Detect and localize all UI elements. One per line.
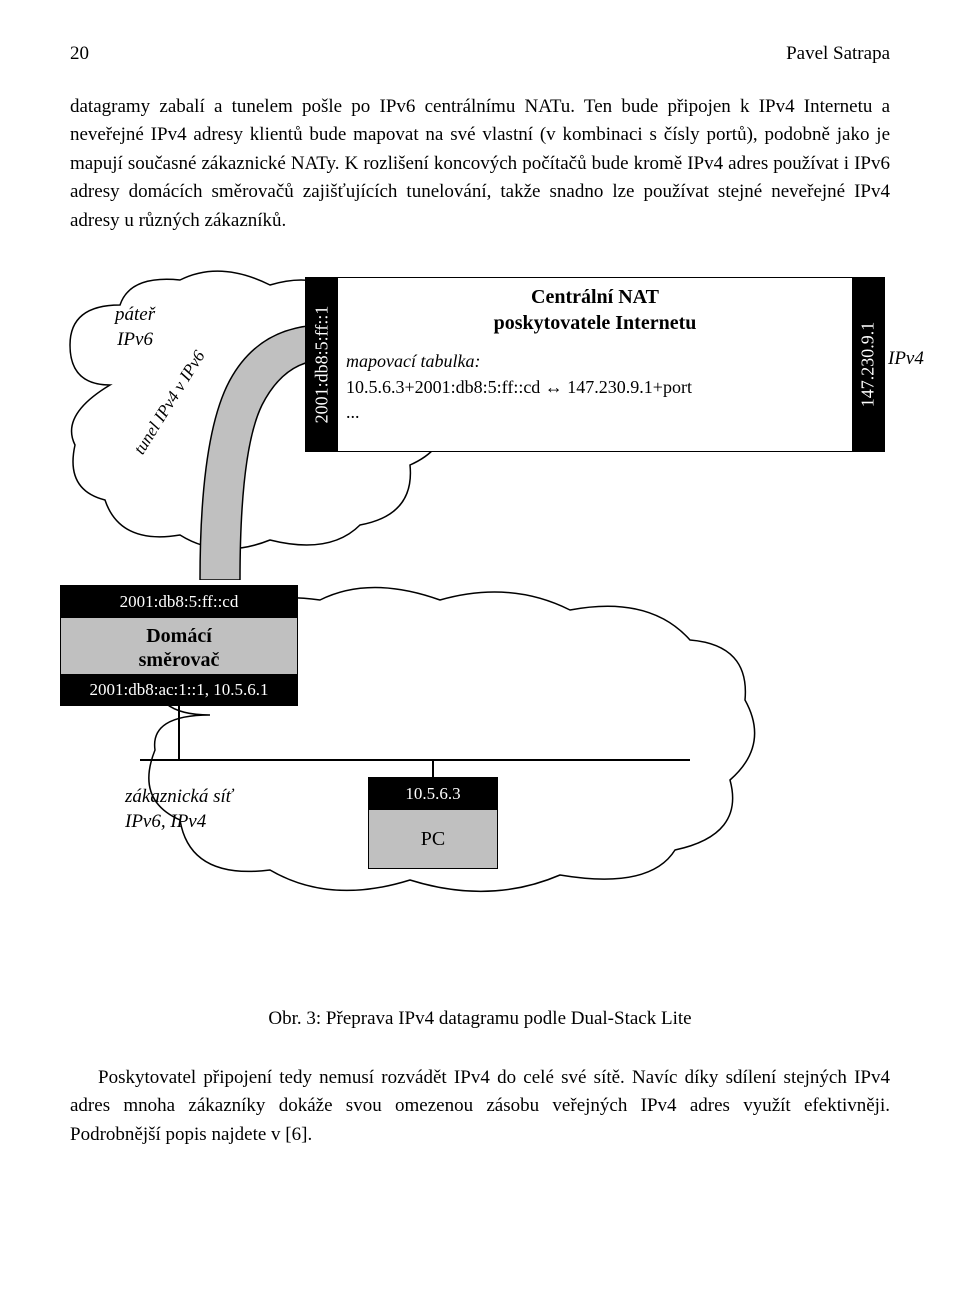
customer-network-line1: zákaznická síť xyxy=(125,786,233,807)
router-title-line2: směrovač xyxy=(139,649,220,671)
diagram: páteř IPv6 tunel IPv4 v IPv6 2001:db8:5:… xyxy=(70,265,890,965)
nat-title-line1: Centrální NAT xyxy=(531,286,659,308)
router-title: Domácí směrovač xyxy=(61,618,297,674)
paragraph-2: Poskytovatel připojení tedy nemusí rozvá… xyxy=(70,1064,890,1150)
router-bottom-addr: 2001:db8:ac:1::1, 10.5.6.1 xyxy=(61,674,297,706)
network-vertical-line xyxy=(178,705,180,760)
router-box: 2001:db8:5:ff::cd Domácí směrovač 2001:d… xyxy=(60,585,298,706)
nat-title-line2: poskytovatele Internetu xyxy=(494,312,697,334)
nat-mapping-label: mapovací tabulka: xyxy=(346,348,844,375)
nat-title: Centrální NAT poskytovatele Internetu xyxy=(346,284,844,336)
network-pc-vertical-line xyxy=(432,759,434,779)
paragraph-1: datagramy zabalí a tunelem pošle po IPv6… xyxy=(70,93,890,236)
network-horizontal-line xyxy=(140,759,690,761)
pc-box: 10.5.6.3 PC xyxy=(368,777,498,869)
nat-right-addr: 147.230.9.1 xyxy=(855,322,882,408)
pc-label: PC xyxy=(369,810,497,868)
router-top-addr: 2001:db8:5:ff::cd xyxy=(61,586,297,618)
nat-left-bar: 2001:db8:5:ff::1 xyxy=(306,278,338,451)
page-number: 20 xyxy=(70,40,89,69)
backbone-label-line1: páteř xyxy=(115,304,155,325)
customer-network-line2: IPv6, IPv4 xyxy=(125,811,206,832)
nat-left-addr: 2001:db8:5:ff::1 xyxy=(309,306,336,424)
page-header: 20 Pavel Satrapa xyxy=(70,40,890,69)
nat-box: 2001:db8:5:ff::1 Centrální NAT poskytova… xyxy=(305,277,885,452)
author-name: Pavel Satrapa xyxy=(786,40,890,69)
figure-caption: Obr. 3: Přeprava IPv4 datagramu podle Du… xyxy=(70,1005,890,1034)
nat-content: Centrální NAT poskytovatele Internetu ma… xyxy=(346,284,844,425)
pc-addr: 10.5.6.3 xyxy=(369,778,497,810)
ipv4-label: IPv4 xyxy=(888,345,924,374)
backbone-label-line2: IPv6 xyxy=(117,329,153,350)
nat-mapping-ellipsis: ... xyxy=(346,400,844,425)
nat-right-bar: 147.230.9.1 xyxy=(852,278,884,451)
backbone-label: páteř IPv6 xyxy=(115,303,155,352)
customer-network-label: zákaznická síť IPv6, IPv4 xyxy=(125,785,233,834)
nat-mapping-line: 10.5.6.3+2001:db8:5:ff::cd ↔ 147.230.9.1… xyxy=(346,375,844,400)
router-title-line1: Domácí xyxy=(146,625,212,647)
